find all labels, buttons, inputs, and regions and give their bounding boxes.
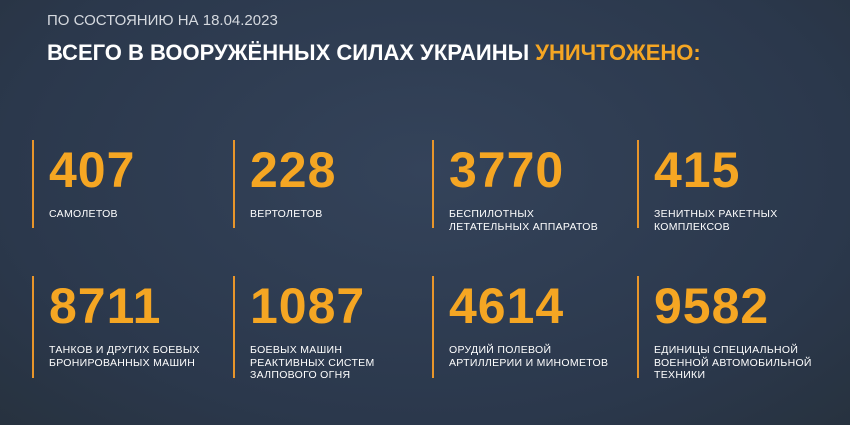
stat-label-line: ЗЕНИТНЫХ РАКЕТНЫХ	[654, 208, 778, 220]
stat-label: ОРУДИЙ ПОЛЕВОЙ АРТИЛЛЕРИИ И МИНОМЕТОВ	[449, 344, 608, 369]
stat-card: 4614 ОРУДИЙ ПОЛЕВОЙ АРТИЛЛЕРИИ И МИНОМЕТОВ	[432, 276, 632, 384]
stat-label: ЕДИНИЦЫ СПЕЦИАЛЬНОЙ ВОЕННОЙ АВТОМОБИЛЬНОЙ…	[654, 344, 812, 382]
stat-label-line: КОМПЛЕКСОВ	[654, 220, 730, 233]
stat-label-line: ЕДИНИЦЫ СПЕЦИАЛЬНОЙ	[654, 344, 799, 356]
stat-card: 407 САМОЛЕТОВ	[32, 140, 232, 248]
stat-label-line: ВОЕННОЙ АВТОМОБИЛЬНОЙ	[654, 356, 812, 369]
stat-card: 8711 ТАНКОВ И ДРУГИХ БОЕВЫХ БРОНИРОВАННЫХ …	[32, 276, 232, 384]
stat-label-line: ЗАЛПОВОГО ОГНЯ	[250, 369, 351, 381]
stat-value: 415	[654, 142, 741, 198]
stat-label-line: БРОНИРОВАННЫХ МАШИН	[49, 356, 196, 369]
stat-label: БЕСПИЛОТНЫХ ЛЕТАТЕЛЬНЫХ АППАРАТОВ	[449, 208, 598, 233]
stat-label-line: ТАНКОВ И ДРУГИХ БОЕВЫХ	[49, 344, 200, 356]
stat-label-line: РЕАКТИВНЫХ СИСТЕМ	[250, 356, 375, 369]
stat-label: ЗЕНИТНЫХ РАКЕТНЫХ КОМПЛЕКСОВ	[654, 208, 778, 233]
divider	[32, 140, 34, 228]
stat-value: 9582	[654, 278, 770, 334]
divider	[32, 276, 34, 378]
stat-value: 3770	[449, 142, 565, 198]
divider	[432, 140, 434, 228]
stat-label-line: АРТИЛЛЕРИИ И МИНОМЕТОВ	[449, 356, 609, 369]
stat-label: САМОЛЕТОВ	[49, 208, 118, 221]
stat-card: 1087 БОЕВЫХ МАШИН РЕАКТИВНЫХ СИСТЕМ ЗАЛПОВО…	[233, 276, 433, 384]
stat-card: 9582 ЕДИНИЦЫ СПЕЦИАЛЬНОЙ ВОЕННОЙ АВТОМОБИЛ…	[637, 276, 837, 384]
stat-label-line: БЕСПИЛОТНЫХ	[449, 208, 535, 220]
divider	[233, 140, 235, 228]
stat-label-line: ВЕРТОЛЕТОВ	[250, 208, 323, 220]
stat-value: 8711	[49, 278, 162, 334]
stat-label: БОЕВЫХ МАШИН РЕАКТИВНЫХ СИСТЕМ ЗАЛПОВОГО О…	[250, 344, 375, 382]
date: ПО СОСТОЯНИЮ НА 18.04.2023	[47, 12, 278, 29]
title: ВСЕГО В ВООРУЖЁННЫХ СИЛАХ УКРАИНЫ УНИЧТО…	[47, 40, 701, 66]
stat-label-line: ЛЕТАТЕЛЬНЫХ АППАРАТОВ	[449, 220, 599, 233]
title-accent: УНИЧТОЖЕНО:	[535, 40, 701, 65]
divider	[233, 276, 235, 378]
stat-card: 415 ЗЕНИТНЫХ РАКЕТНЫХ КОМПЛЕКСОВ	[637, 140, 837, 248]
divider	[637, 140, 639, 228]
stat-card: 3770 БЕСПИЛОТНЫХ ЛЕТАТЕЛЬНЫХ АППАРАТОВ	[432, 140, 632, 248]
stat-label-line: БОЕВЫХ МАШИН	[250, 344, 343, 356]
stat-value: 1087	[250, 278, 366, 334]
stat-label: ТАНКОВ И ДРУГИХ БОЕВЫХ БРОНИРОВАННЫХ МАШИ…	[49, 344, 200, 369]
stat-value: 228	[250, 142, 337, 198]
stat-card: 228 ВЕРТОЛЕТОВ	[233, 140, 433, 248]
divider	[432, 276, 434, 378]
title-main: ВСЕГО В ВООРУЖЁННЫХ СИЛАХ УКРАИНЫ	[47, 40, 530, 65]
stat-value: 4614	[449, 278, 565, 334]
stat-label-line: ТЕХНИКИ	[654, 369, 706, 381]
divider	[637, 276, 639, 378]
stat-label-line: САМОЛЕТОВ	[49, 208, 118, 220]
stat-label-line: ОРУДИЙ ПОЛЕВОЙ	[449, 344, 552, 356]
stat-value: 407	[49, 142, 136, 198]
stat-label: ВЕРТОЛЕТОВ	[250, 208, 323, 221]
